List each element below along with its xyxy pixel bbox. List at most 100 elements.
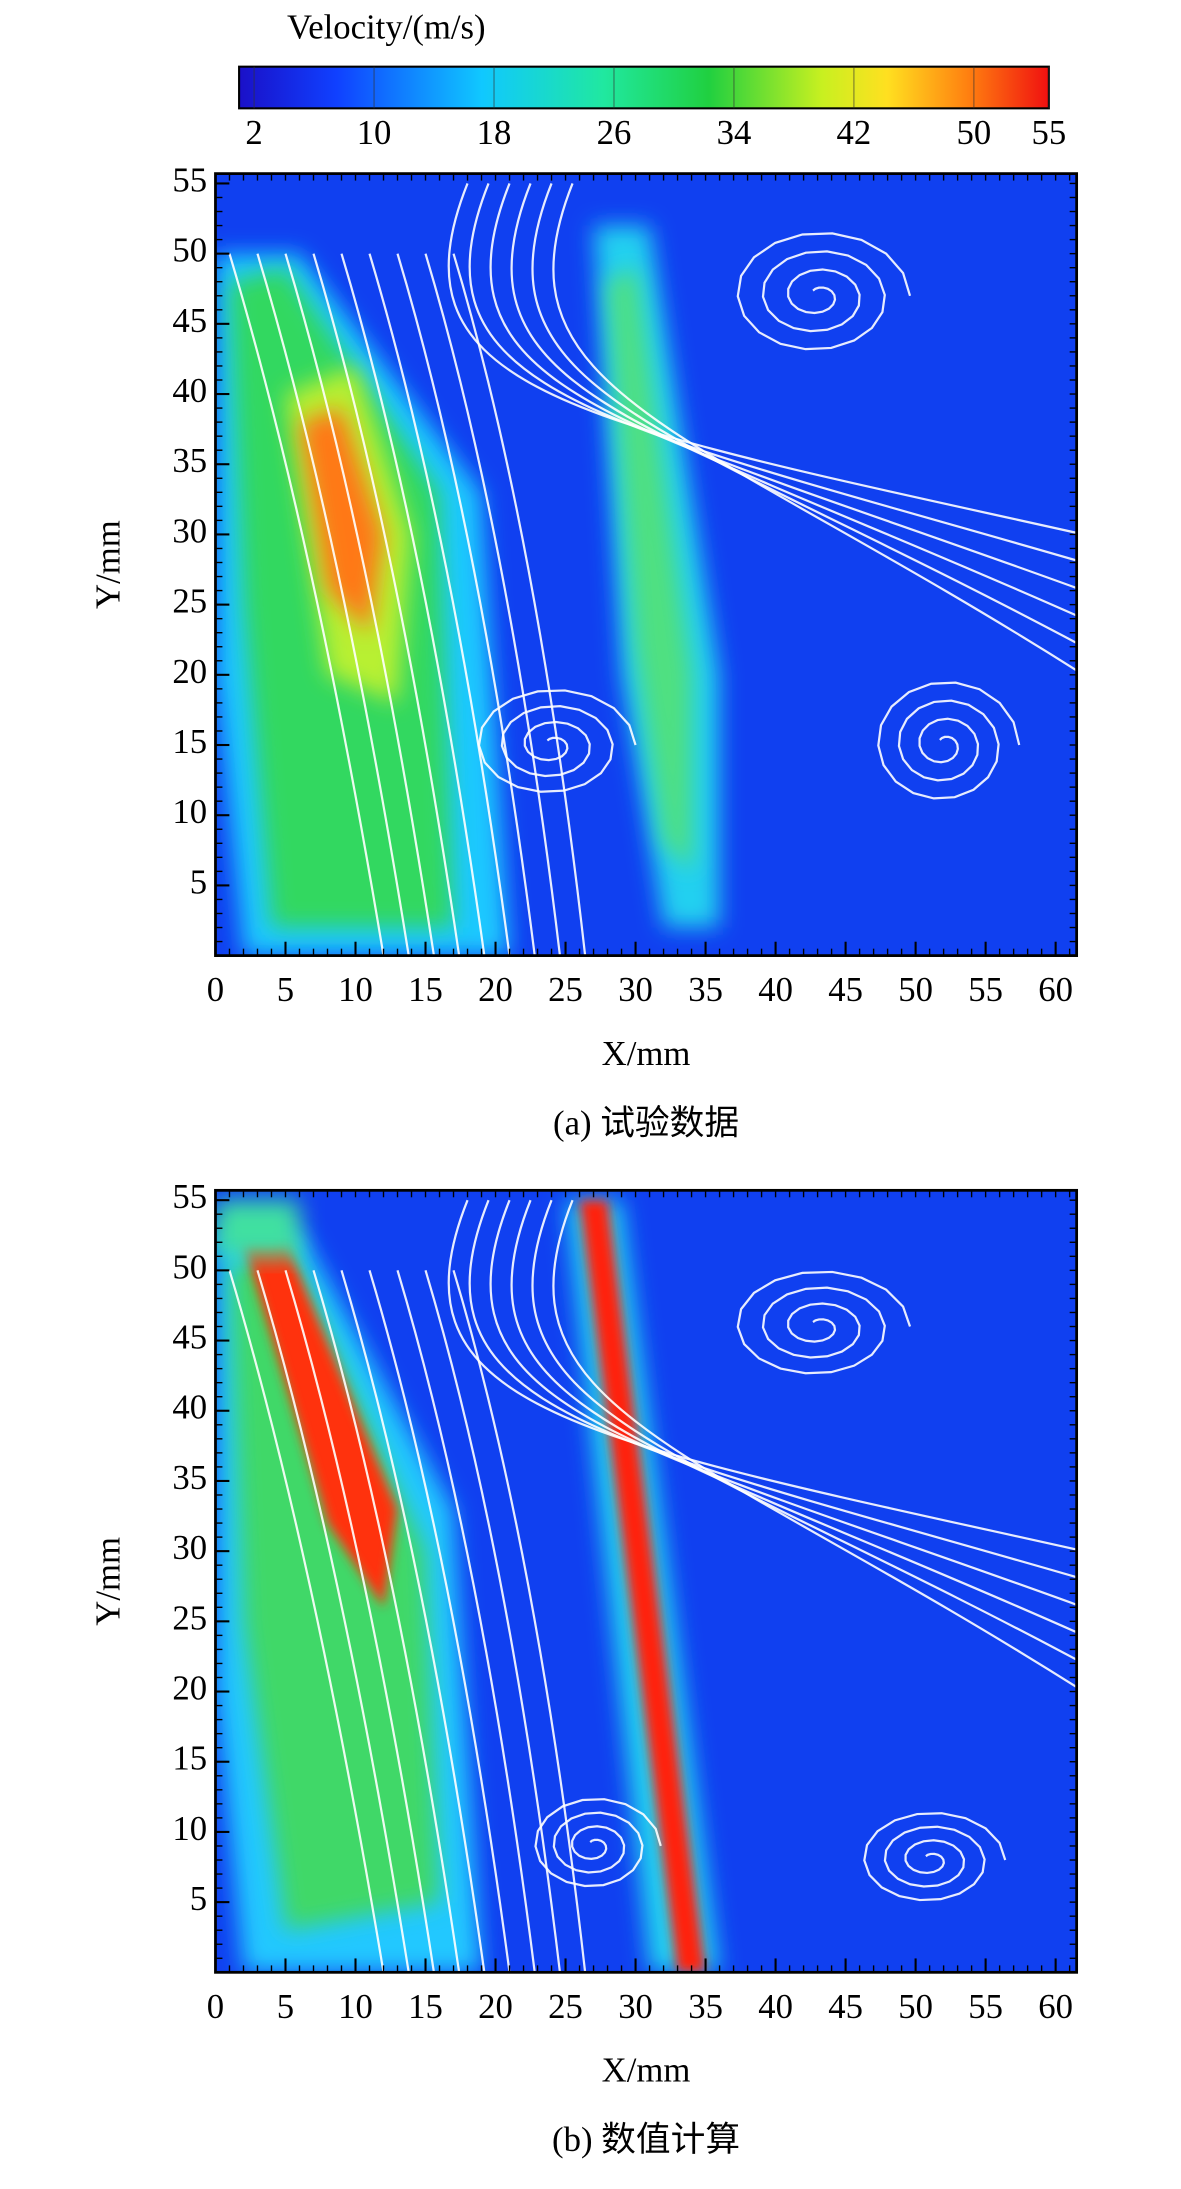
streamline [256,253,410,956]
y-tick-label: 45 [172,301,207,340]
streamline [510,183,1077,617]
streamline [447,183,1077,535]
streamline [736,1270,912,1375]
streamline [531,183,1077,645]
streamline [531,1199,1077,1662]
x-tick-label: 10 [338,1987,373,2026]
streamline [468,1199,1077,1579]
streamline [477,689,637,793]
streamline [424,1270,562,1973]
x-tick-label: 60 [1038,1987,1073,2026]
panel: 0 5 10 15 20 25 30 35 40 45 50 55 60 5 10 15 20 25 30 35 40 4… [88,1177,1079,2159]
streamline [340,253,486,956]
x-tick-label: 5 [277,1987,294,2026]
streamline [312,253,461,956]
plot-frame [214,172,1079,957]
colorbar-ticks: 2 10 18 26 34 42 50 55 [245,66,1066,152]
streamline [489,1199,1077,1606]
streamline [228,1270,385,1973]
x-axis-label: X/mm [602,1034,691,1073]
y-tick-label: 40 [172,371,207,410]
y-axis-label: Y/mm [88,520,127,609]
streamline [489,183,1077,590]
flow-field [215,173,1077,956]
streamline [284,1270,436,1973]
colorbar-tick-label: 10 [357,113,392,152]
velocity-region [243,1242,398,1608]
streamline [877,681,1021,800]
y-tick-label: 10 [172,1809,207,1848]
streamline [534,1798,662,1888]
streamline [447,1199,1077,1551]
streamline [736,232,912,351]
velocity-region [215,1200,300,1257]
streamline [396,253,536,956]
x-axis-label: X/mm [602,2051,691,2090]
y-tick-label: 5 [190,862,207,901]
streamline [368,1270,511,1973]
y-tick-label: 25 [172,582,207,621]
x-tick-label: 0 [207,1987,224,2026]
y-tick-label: 20 [172,1669,207,1708]
x-tick-label: 50 [898,1987,933,2026]
x-tick-label: 50 [898,970,933,1009]
caption: (a) 试验数据 [553,1103,739,1142]
x-tick-label: 20 [478,1987,513,2026]
colorbar-tick-label: 26 [597,113,632,152]
streamline [468,183,1077,562]
colorbar [238,65,1050,110]
streamline [284,253,436,956]
x-tick-label: 30 [618,970,653,1009]
velocity-region [607,267,692,872]
panel: 0 5 10 15 20 25 30 35 40 45 50 55 60 5 10 15 20 25 30 35 40 4… [88,160,1079,1142]
x-tick-label: 45 [828,1987,863,2026]
x-tick-label: 35 [688,1987,723,2026]
x-tick-label: 25 [548,970,583,1009]
streamline [424,253,562,956]
y-tick-label: 10 [172,792,207,831]
colorbar-tick-label: 50 [957,113,992,152]
x-tick-label: 40 [758,970,793,1009]
velocity-region [229,1242,440,1931]
y-tick-label: 45 [172,1318,207,1357]
y-tick-label: 35 [172,441,207,480]
x-tick-label: 25 [548,1987,583,2026]
colorbar-tick-label: 55 [1031,113,1066,152]
y-tick-label: 25 [172,1598,207,1637]
streamline [396,1270,536,1973]
x-tick-label: 20 [478,970,513,1009]
streamline [256,1270,410,1973]
streamline [510,1199,1077,1634]
y-tick-label: 20 [172,652,207,691]
streamline [863,1812,1007,1902]
y-tick-label: 15 [172,722,207,761]
colorbar-tick-label: 18 [477,113,512,152]
x-tick-label: 55 [968,1987,1003,2026]
y-tick-label: 35 [172,1458,207,1497]
x-tick-label: 45 [828,970,863,1009]
plot-frame [214,1188,1079,1974]
streamline [552,183,1077,672]
y-tick-label: 30 [172,511,207,550]
colorbar-tick-label: 2 [245,113,262,152]
x-tick-label: 40 [758,1987,793,2026]
x-tick-label: 15 [408,1987,443,2026]
x-tick-label: 15 [408,970,443,1009]
y-tick-label: 5 [190,1879,207,1918]
streamline [368,253,511,956]
x-tick-label: 55 [968,970,1003,1009]
streamline [340,1270,486,1973]
y-axis-label: Y/mm [88,1537,127,1626]
y-tick-label: 15 [172,1739,207,1778]
x-tick-label: 10 [338,970,373,1009]
x-tick-label: 35 [688,970,723,1009]
y-tick-label: 55 [172,160,207,199]
streamline [452,1270,587,1973]
flow-field [215,1190,1077,1973]
streamline [552,1199,1077,1689]
colorbar-tick-label: 42 [837,113,872,152]
x-tick-label: 30 [618,1987,653,2026]
y-tick-label: 30 [172,1528,207,1567]
